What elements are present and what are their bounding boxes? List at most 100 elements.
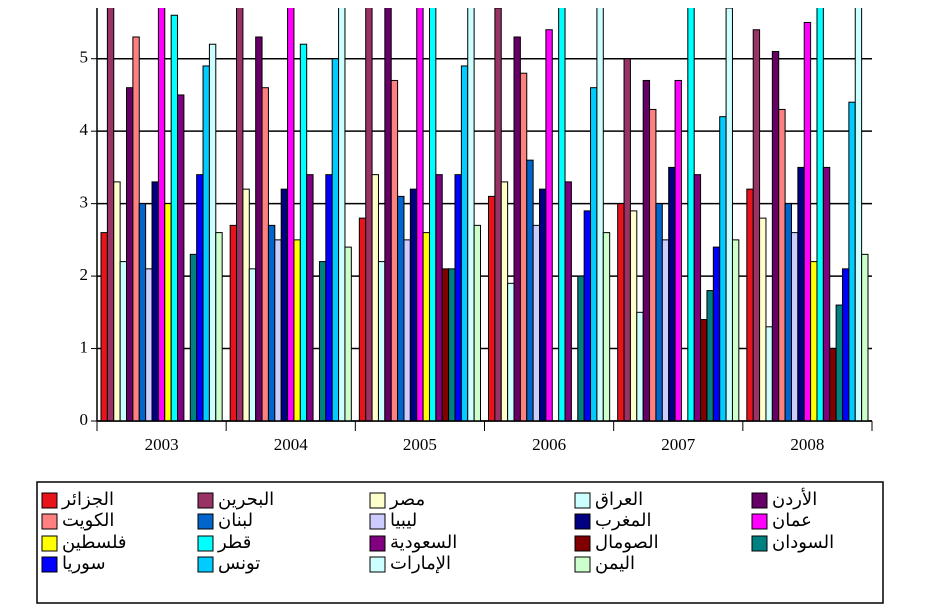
bar — [202, 65, 210, 422]
bar — [255, 36, 263, 422]
legend-label: مصر — [389, 489, 425, 510]
legend-label: الإمارات — [390, 553, 451, 574]
bar — [365, 8, 373, 422]
bar — [564, 181, 572, 422]
bar — [409, 188, 418, 422]
legend-label: السودان — [772, 532, 834, 553]
legend-swatch — [574, 535, 591, 552]
bar — [854, 8, 863, 422]
bar — [725, 8, 733, 422]
bar — [829, 348, 837, 422]
legend-swatch — [197, 556, 214, 573]
bar — [274, 239, 282, 422]
y-tick-label: 2 — [80, 265, 89, 284]
legend-label: الجزائر — [61, 489, 114, 510]
bar — [467, 8, 475, 422]
bar — [706, 290, 714, 422]
bar — [325, 174, 333, 422]
bar — [655, 203, 663, 422]
bar — [642, 79, 651, 422]
bar — [344, 246, 352, 422]
bar — [674, 79, 682, 422]
legend-label: فلسطين — [62, 532, 127, 553]
axes: 0 1 2 3 4 5 2003 2004 2005 2006 2007 2008 — [80, 8, 873, 454]
y-tick-label: 1 — [80, 337, 89, 356]
bar — [532, 224, 541, 422]
legend-label: تونس — [218, 553, 260, 574]
bar — [384, 8, 392, 422]
bar — [208, 43, 217, 422]
bar — [661, 239, 670, 422]
bar — [602, 232, 611, 422]
bar — [435, 174, 443, 422]
bar — [229, 224, 238, 422]
bar — [261, 87, 269, 422]
bar — [215, 232, 223, 422]
bar — [719, 116, 727, 422]
bar — [287, 8, 295, 422]
bar — [759, 217, 767, 422]
bar — [746, 188, 754, 422]
bar — [822, 166, 831, 422]
bar — [558, 8, 566, 422]
bar — [358, 217, 367, 422]
y-tick-label: 0 — [80, 410, 89, 429]
bar — [299, 43, 308, 422]
bar — [441, 268, 450, 422]
bar — [519, 72, 528, 422]
legend-label: العراق — [595, 489, 643, 510]
legend-label: البحرين — [218, 489, 274, 510]
bar — [428, 8, 437, 422]
legend-swatch — [197, 513, 214, 530]
legend-swatch — [369, 535, 386, 552]
bar — [138, 203, 147, 422]
bar — [331, 58, 340, 422]
bar — [170, 14, 179, 422]
legend-label: السعودية — [390, 532, 457, 553]
bar — [242, 188, 250, 422]
bar — [377, 261, 386, 422]
bar — [119, 261, 128, 422]
legend-swatch — [574, 492, 591, 509]
x-tick-label: 2004 — [274, 435, 309, 454]
legend-swatch — [574, 556, 591, 573]
x-tick-label: 2008 — [790, 435, 824, 454]
bar — [151, 181, 159, 422]
bar — [513, 36, 521, 422]
bar — [590, 87, 598, 422]
legend-label: المغرب — [595, 510, 651, 531]
legend-frame — [36, 481, 884, 604]
bar — [248, 268, 257, 422]
legend-swatch — [369, 556, 386, 573]
bar — [596, 8, 604, 422]
bar — [583, 210, 592, 422]
legend-swatch — [369, 513, 386, 530]
bar — [189, 253, 198, 422]
legend-label: الكويت — [62, 510, 114, 531]
legend-swatch — [369, 492, 386, 509]
bar — [488, 195, 496, 422]
bar — [293, 239, 301, 422]
bar — [473, 224, 481, 422]
bar — [803, 21, 812, 422]
x-tick-label: 2006 — [532, 435, 566, 454]
bar — [790, 232, 799, 422]
bar — [267, 224, 276, 422]
bar — [649, 108, 657, 422]
bar — [687, 8, 695, 422]
legend-label: ليبيا — [390, 510, 417, 531]
bar — [700, 319, 708, 422]
bar — [164, 203, 172, 422]
legend-swatch — [751, 492, 768, 509]
bar — [623, 58, 631, 422]
bar — [126, 87, 134, 422]
bar — [810, 261, 818, 422]
bar — [306, 174, 314, 422]
bar — [403, 239, 411, 422]
bar — [460, 65, 469, 422]
bar — [784, 203, 792, 422]
bar — [397, 195, 405, 422]
bar — [545, 29, 553, 422]
bar — [500, 181, 509, 422]
bar — [848, 101, 856, 422]
